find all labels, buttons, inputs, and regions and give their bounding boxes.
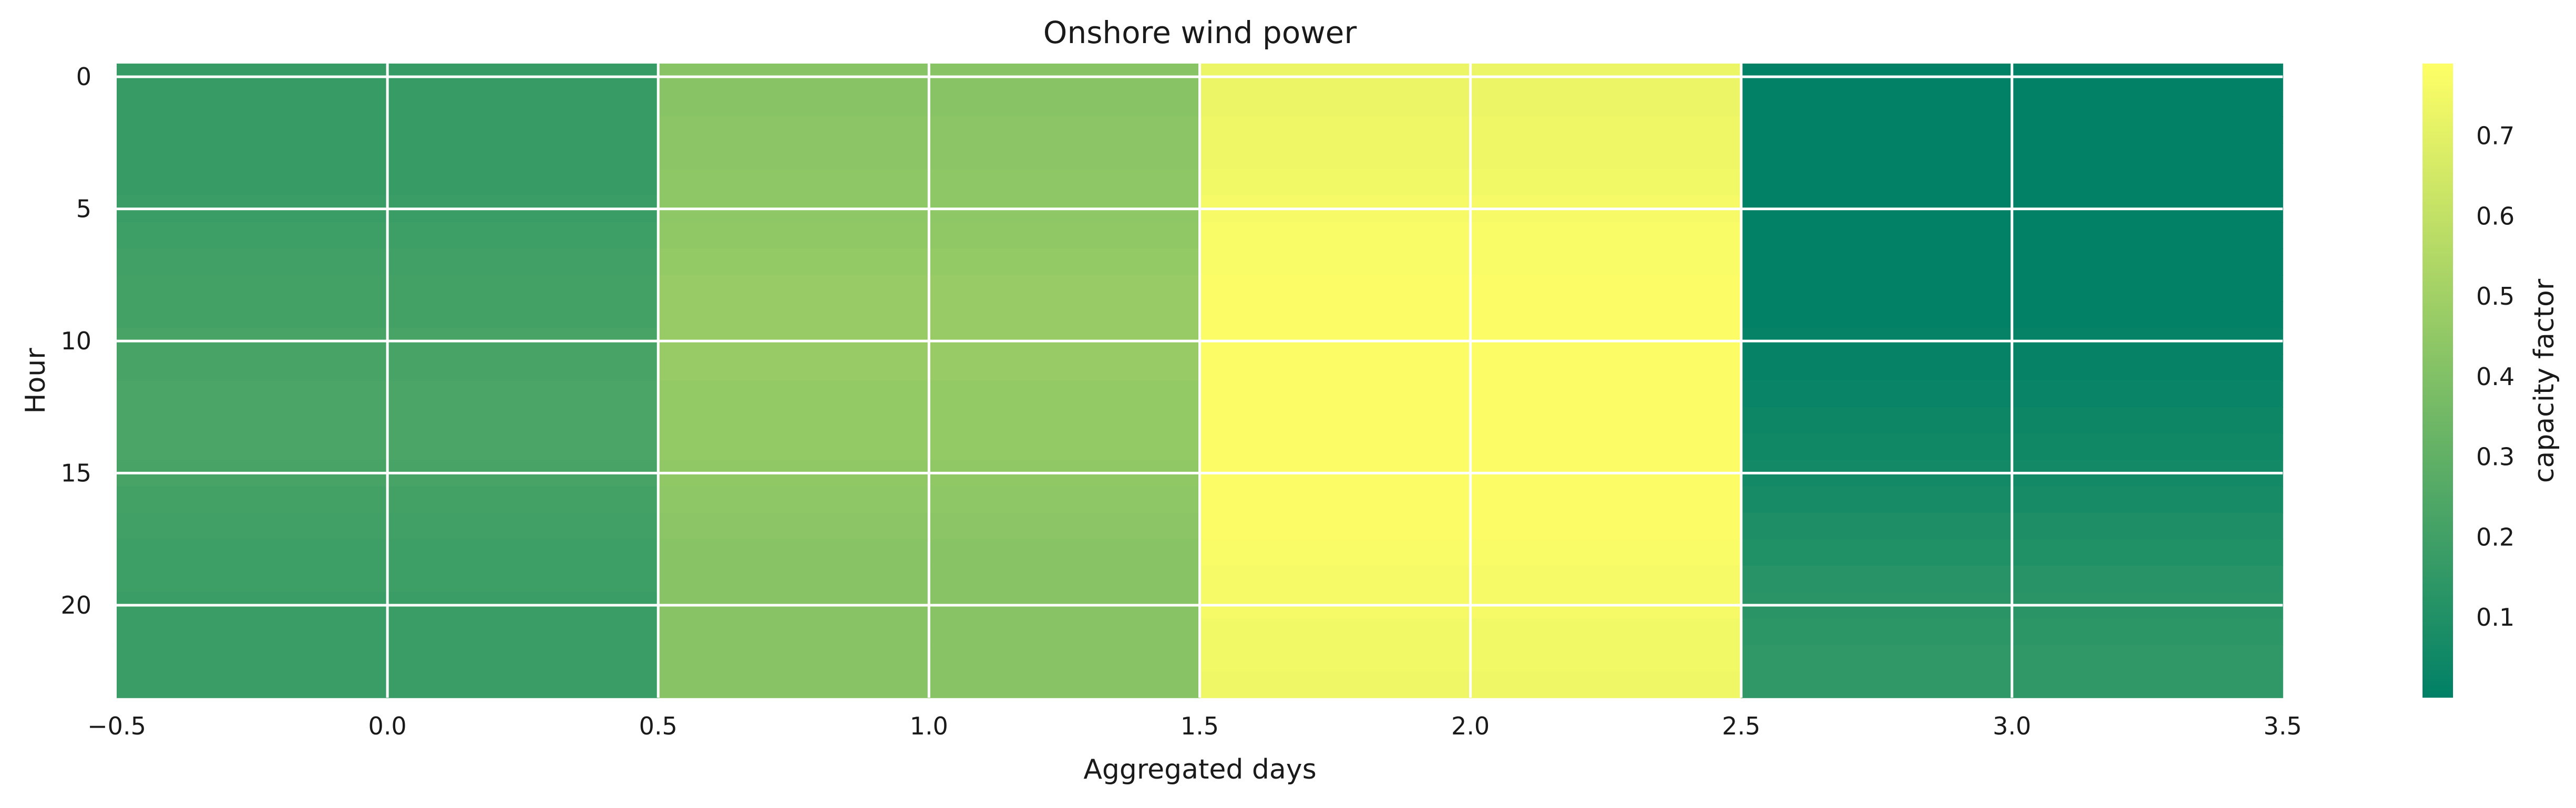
colorbar-tick-label: 0.7 <box>2476 122 2515 150</box>
colorbar-label: capacity factor <box>2529 278 2560 483</box>
x-tick-label: 2.0 <box>1451 712 1490 740</box>
y-tick-label: 20 <box>60 591 91 619</box>
x-tick-label: 3.0 <box>1993 712 2031 740</box>
colorbar-tick-label: 0.4 <box>2476 362 2515 391</box>
y-tick-label: 5 <box>76 195 91 223</box>
y-tick-label: 10 <box>60 327 91 355</box>
colorbar-tick-label: 0.3 <box>2476 443 2515 471</box>
x-tick-label: 2.5 <box>1722 712 1760 740</box>
x-tick-label: −0.5 <box>87 712 146 740</box>
x-tick-label: 1.0 <box>910 712 948 740</box>
x-tick-label: 3.5 <box>2263 712 2302 740</box>
x-tick-label: 1.5 <box>1181 712 1219 740</box>
x-axis-label: Aggregated days <box>1083 754 1316 785</box>
x-tick-label: 0.5 <box>639 712 678 740</box>
colorbar-tick-label: 0.1 <box>2476 603 2515 631</box>
grid-lines <box>117 64 2283 698</box>
colorbar-tick-label: 0.5 <box>2476 282 2515 310</box>
y-axis-label: Hour <box>20 348 52 414</box>
y-tick-label: 15 <box>60 459 91 488</box>
colorbar-tick-label: 0.6 <box>2476 202 2515 230</box>
x-axis-ticks: −0.5 0.0 0.5 1.0 1.5 2.0 2.5 3.0 3.5 <box>87 712 2302 740</box>
colorbar <box>2423 64 2453 698</box>
colorbar-ticks: 0.1 0.2 0.3 0.4 0.5 0.6 0.7 <box>2476 122 2515 632</box>
y-tick-label: 0 <box>76 63 91 91</box>
y-axis-ticks: 0 5 10 15 20 <box>60 63 91 619</box>
colorbar-tick-label: 0.2 <box>2476 523 2515 551</box>
chart-title: Onshore wind power <box>1043 15 1357 50</box>
x-tick-label: 0.0 <box>368 712 407 740</box>
